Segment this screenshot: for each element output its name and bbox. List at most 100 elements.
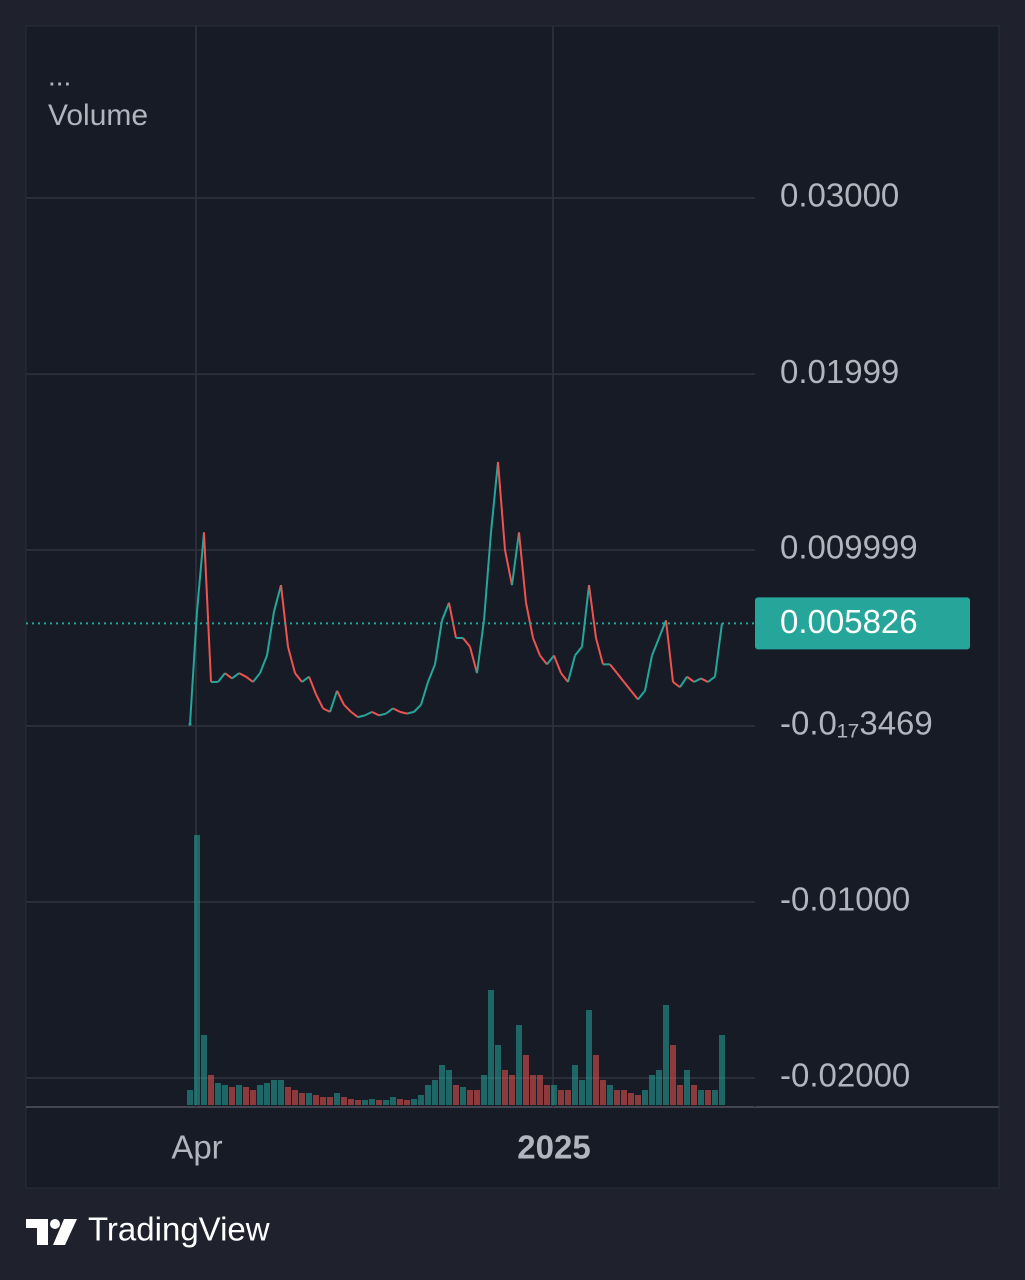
price-segment <box>658 619 667 639</box>
price-segment <box>273 584 282 612</box>
volume-bar <box>327 1097 333 1105</box>
price-segment <box>385 707 394 715</box>
volume-bar <box>362 1100 368 1105</box>
price-segment <box>623 681 632 692</box>
volume-bar <box>229 1087 235 1105</box>
price-segment <box>252 672 261 683</box>
volume-bar <box>607 1085 613 1105</box>
volume-bar <box>194 835 200 1105</box>
price-segment <box>441 602 450 621</box>
price-segment <box>518 532 527 603</box>
brand-logo <box>26 1219 77 1245</box>
volume-bar <box>187 1090 193 1105</box>
price-segment <box>350 711 359 718</box>
volume-bar <box>250 1090 256 1105</box>
price-segment <box>693 677 702 683</box>
volume-bar <box>376 1100 382 1105</box>
volume-bar <box>355 1100 361 1105</box>
price-segment <box>448 602 457 639</box>
price-segment <box>497 461 506 551</box>
volume-bar <box>292 1090 298 1105</box>
price-segment <box>560 672 569 683</box>
volume-bar <box>649 1075 655 1105</box>
volume-bar <box>306 1093 312 1105</box>
volume-bar <box>397 1099 403 1105</box>
price-segment <box>714 623 723 677</box>
volume-bar <box>621 1090 627 1105</box>
price-segment <box>413 704 422 713</box>
volume-bar <box>348 1099 354 1105</box>
price-segment <box>469 646 478 674</box>
volume-bar <box>474 1090 480 1105</box>
price-segment <box>343 704 352 713</box>
price-segment <box>581 585 590 647</box>
price-segment <box>476 620 485 674</box>
price-segment <box>364 710 373 717</box>
price-segment <box>406 710 415 715</box>
price-segment <box>308 676 317 695</box>
volume-bar <box>523 1055 529 1105</box>
y-tick-label: -0.0₁₇3469 <box>780 705 933 742</box>
legend-dots[interactable]: ... <box>48 60 71 91</box>
volume-bar <box>551 1085 557 1105</box>
volume-bar <box>264 1083 270 1105</box>
price-segment <box>427 663 436 683</box>
volume-bar <box>236 1085 242 1105</box>
volume-bar <box>390 1097 396 1105</box>
price-segment <box>665 620 674 683</box>
volume-bar <box>320 1097 326 1105</box>
volume-bar <box>705 1090 711 1105</box>
volume-bar <box>628 1093 634 1105</box>
price-segment <box>595 637 604 665</box>
price-segment <box>462 637 471 648</box>
volume-bar <box>670 1045 676 1105</box>
price-segment <box>644 655 653 691</box>
y-tick-label: 0.009999 <box>780 529 918 566</box>
price-segment <box>259 655 268 674</box>
volume-bar <box>439 1065 445 1105</box>
volume-bar <box>334 1093 340 1105</box>
last-price-label: 0.005826 <box>780 603 918 640</box>
volume-bar <box>663 1005 669 1105</box>
last-price-box <box>755 597 970 650</box>
volume-bar <box>579 1080 585 1105</box>
volume-bar <box>208 1075 214 1105</box>
volume-bar <box>278 1080 284 1105</box>
volume-bar <box>383 1100 389 1105</box>
price-segment <box>189 611 198 725</box>
price-segment <box>280 585 289 647</box>
price-segment <box>609 663 618 674</box>
price-segment <box>336 690 345 706</box>
x-tick-label: 2025 <box>517 1129 590 1166</box>
price-segment <box>217 672 226 683</box>
price-segment <box>490 461 499 533</box>
volume-bar <box>656 1070 662 1105</box>
price-segment <box>329 690 338 713</box>
volume-bar <box>642 1090 648 1105</box>
volume-bar <box>488 990 494 1105</box>
price-segment <box>511 532 520 586</box>
price-segment <box>231 672 240 680</box>
price-segment <box>567 655 576 683</box>
volume-bar <box>691 1085 697 1105</box>
volume-bar <box>481 1075 487 1105</box>
volume-bar <box>677 1085 683 1105</box>
price-segment <box>322 707 331 713</box>
price-segment <box>532 637 541 656</box>
price-segment <box>553 655 562 674</box>
volume-bar <box>712 1090 718 1105</box>
volume-bar <box>432 1080 438 1105</box>
price-segment <box>434 620 443 665</box>
price-segment <box>707 675 716 683</box>
volume-bar <box>565 1090 571 1105</box>
volume-bar <box>313 1095 319 1105</box>
volume-bar <box>285 1087 291 1105</box>
price-segment <box>525 602 534 639</box>
price-segment <box>238 672 247 678</box>
brand-name: TradingView <box>88 1211 270 1248</box>
volume-bar <box>467 1090 473 1105</box>
price-segment <box>616 672 625 683</box>
volume-bar <box>684 1070 690 1105</box>
volume-bar <box>257 1085 263 1105</box>
